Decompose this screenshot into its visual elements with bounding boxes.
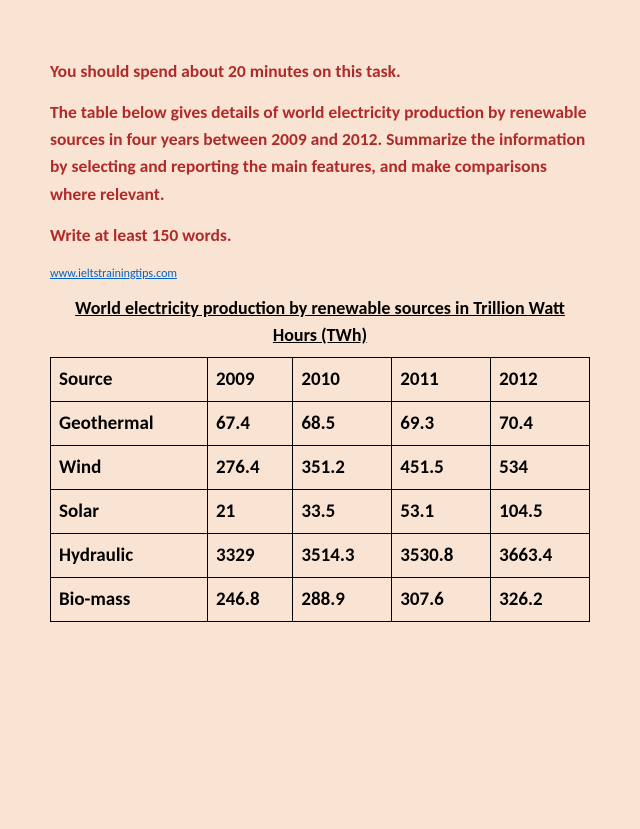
table-cell: 276.4	[207, 445, 292, 489]
table-row: Solar 21 33.5 53.1 104.5	[51, 489, 590, 533]
table-cell: 326.2	[491, 577, 590, 621]
table-header: 2012	[491, 357, 590, 401]
table-cell: 3514.3	[293, 533, 392, 577]
instruction-time: You should spend about 20 minutes on thi…	[50, 58, 590, 85]
table-cell: 69.3	[392, 401, 491, 445]
table-cell: 3530.8	[392, 533, 491, 577]
table-cell: Geothermal	[51, 401, 208, 445]
table-cell: 53.1	[392, 489, 491, 533]
instruction-words: Write at least 150 words.	[50, 222, 590, 249]
source-link[interactable]: www.ieltstrainingtips.com	[50, 267, 177, 281]
table-cell: 67.4	[207, 401, 292, 445]
table-cell: Wind	[51, 445, 208, 489]
table-cell: 68.5	[293, 401, 392, 445]
table-cell: 3663.4	[491, 533, 590, 577]
table-cell: Solar	[51, 489, 208, 533]
table-cell: 351.2	[293, 445, 392, 489]
table-cell: 307.6	[392, 577, 491, 621]
table-cell: 451.5	[392, 445, 491, 489]
table-cell: 288.9	[293, 577, 392, 621]
table-row: Wind 276.4 351.2 451.5 534	[51, 445, 590, 489]
instruction-task: The table below gives details of world e…	[50, 99, 590, 208]
table-row: Geothermal 67.4 68.5 69.3 70.4	[51, 401, 590, 445]
table-header-row: Source 2009 2010 2011 2012	[51, 357, 590, 401]
table-cell: Hydraulic	[51, 533, 208, 577]
table-header: 2010	[293, 357, 392, 401]
table-cell: Bio-mass	[51, 577, 208, 621]
table-cell: 70.4	[491, 401, 590, 445]
table-cell: 21	[207, 489, 292, 533]
table-cell: 33.5	[293, 489, 392, 533]
table-header: 2011	[392, 357, 491, 401]
table-header: 2009	[207, 357, 292, 401]
data-table: Source 2009 2010 2011 2012 Geothermal 67…	[50, 357, 590, 622]
table-row: Hydraulic 3329 3514.3 3530.8 3663.4	[51, 533, 590, 577]
table-cell: 534	[491, 445, 590, 489]
table-cell: 246.8	[207, 577, 292, 621]
table-row: Bio-mass 246.8 288.9 307.6 326.2	[51, 577, 590, 621]
table-cell: 3329	[207, 533, 292, 577]
table-header: Source	[51, 357, 208, 401]
table-title: World electricity production by renewabl…	[50, 295, 590, 349]
table-cell: 104.5	[491, 489, 590, 533]
